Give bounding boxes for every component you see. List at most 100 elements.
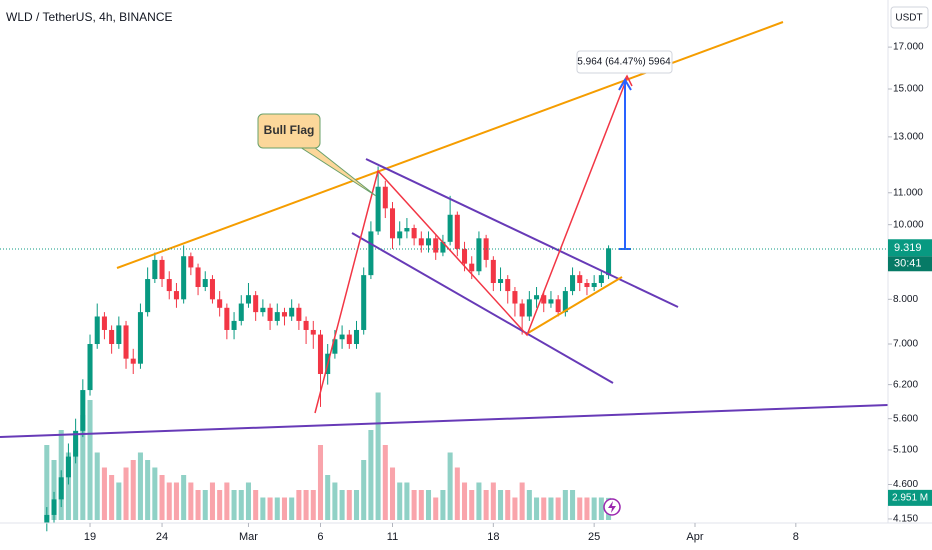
candle-body — [346, 334, 352, 345]
candle-body — [548, 299, 554, 304]
last-price-box — [888, 239, 932, 257]
flag-line — [527, 276, 623, 334]
last-price-label: 9.319 — [894, 242, 922, 254]
candle-body — [476, 238, 482, 272]
y-tick-label: 15.000 — [893, 84, 924, 95]
candle-body — [217, 299, 223, 308]
candle-body — [368, 231, 374, 276]
volume-bar — [534, 497, 540, 520]
volume-bar — [332, 482, 338, 520]
volume-bar — [375, 392, 381, 520]
candle-body — [137, 312, 143, 364]
candle-body — [296, 307, 302, 321]
volume-bar — [109, 475, 115, 520]
candle-body — [195, 267, 201, 288]
candle-body — [353, 329, 360, 345]
candle-body — [202, 279, 208, 288]
volume-bar — [490, 482, 496, 520]
channel-bottom — [351, 232, 614, 384]
candle-body — [209, 279, 215, 300]
volume-bar — [325, 475, 331, 520]
volume-bar — [483, 490, 489, 520]
candle-body — [606, 248, 612, 276]
y-tick-label: 17.000 — [893, 42, 924, 53]
volume-bar — [382, 445, 388, 520]
candle-body — [425, 238, 432, 246]
candle-body — [274, 312, 280, 321]
candle-body — [145, 279, 151, 313]
volume-bar — [598, 497, 604, 520]
volume-bar — [418, 490, 424, 520]
volume-bar — [166, 482, 172, 520]
volume-layer — [44, 392, 612, 520]
candle-body — [389, 208, 396, 239]
volume-bar — [217, 490, 223, 520]
candle-body — [181, 256, 187, 300]
currency-button[interactable] — [890, 6, 929, 29]
candle-body — [152, 259, 158, 280]
volume-bar — [425, 490, 432, 520]
candle-body — [562, 291, 568, 313]
volume-bar — [591, 497, 597, 520]
volume-bar — [476, 482, 482, 520]
candle-body — [598, 275, 604, 284]
x-tick-label: Apr — [686, 531, 703, 543]
volume-bar — [245, 482, 251, 520]
volume-bar — [231, 490, 237, 520]
y-tick-label: 4.150 — [893, 514, 918, 525]
y-tick-label: 6.200 — [893, 379, 918, 390]
volume-bar — [202, 490, 208, 520]
candle-body — [570, 275, 576, 292]
volume-bar — [339, 490, 345, 520]
candle-body — [454, 214, 460, 249]
y-tick-label: 4.600 — [893, 479, 918, 490]
volume-bar — [317, 445, 324, 520]
volume-bar — [526, 490, 532, 520]
candle-body — [238, 303, 244, 321]
measure-arrow — [618, 78, 632, 91]
volume-bar — [152, 467, 158, 520]
x-tick-label: 24 — [156, 531, 168, 543]
support-line — [0, 404, 889, 438]
measure-label: 5.964 (64.47%) 5964 — [577, 57, 671, 68]
volume-label-box — [888, 489, 932, 506]
candle-body — [577, 275, 583, 284]
candle-body — [555, 299, 561, 313]
candle-body — [584, 283, 590, 288]
measure-box — [576, 50, 673, 74]
y-tick-label: 7.000 — [893, 339, 918, 350]
volume-bar — [181, 475, 187, 520]
volume-bar — [94, 452, 100, 520]
volume-bar — [469, 490, 475, 520]
candle-body — [116, 325, 122, 345]
x-tick-label: 25 — [588, 531, 600, 543]
volume-bar — [411, 490, 417, 520]
candle-body — [94, 316, 100, 345]
candle-body — [289, 307, 295, 317]
volume-bar — [289, 497, 295, 520]
volume-bar — [433, 497, 439, 520]
candle-body — [411, 228, 417, 239]
candle-layer — [44, 166, 612, 532]
volume-bar — [173, 482, 179, 520]
candle-body — [166, 279, 172, 292]
candle-body — [245, 295, 251, 304]
candle-body — [469, 263, 475, 272]
candle-body — [317, 334, 324, 374]
candle-body — [505, 279, 511, 292]
volume-bar — [87, 400, 93, 520]
volume-bar — [447, 452, 453, 520]
candle-body — [498, 279, 504, 284]
volume-bar — [137, 452, 143, 520]
volume-bar — [224, 482, 230, 520]
drawings — [0, 21, 889, 438]
candle-body — [310, 329, 316, 335]
volume-bar — [577, 497, 583, 520]
y-tick-label: 13.000 — [893, 132, 924, 143]
x-tick-label: 19 — [84, 531, 96, 543]
candle-body — [418, 238, 424, 246]
candle-body — [123, 325, 129, 359]
volume-bar — [368, 430, 374, 520]
candle-body — [361, 275, 367, 330]
candle-body — [73, 430, 79, 457]
